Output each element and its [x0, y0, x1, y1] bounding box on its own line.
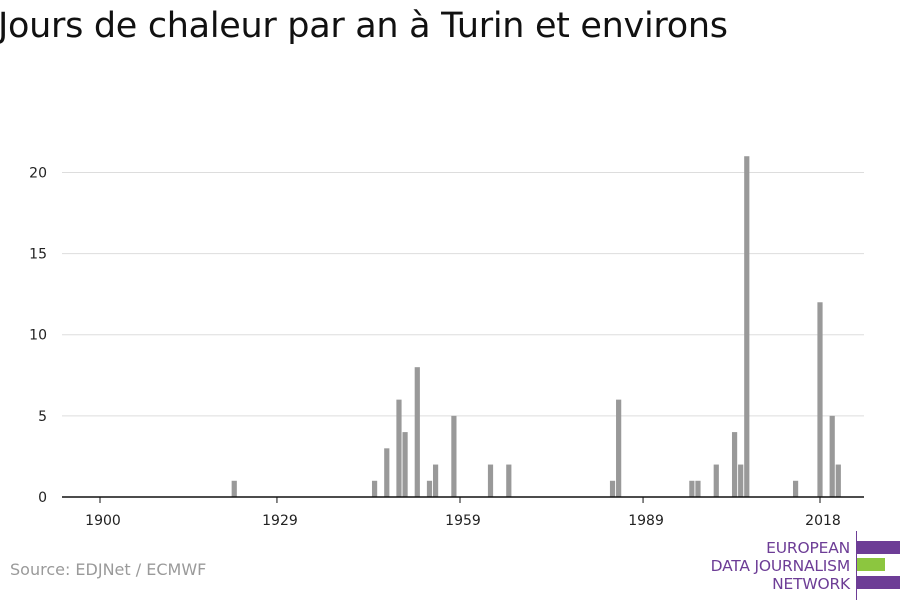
y-tick-label: 5	[38, 409, 47, 425]
bars	[231, 156, 841, 498]
bar	[432, 464, 439, 497]
logo-stripe-purple-bottom	[857, 576, 900, 589]
y-tick-label: 15	[29, 247, 47, 263]
logo-stripe-purple-top	[857, 541, 900, 554]
logo-text-line-2: DATA JOURNALISM	[710, 557, 851, 575]
logo-divider	[856, 531, 857, 600]
bar	[414, 367, 420, 497]
bar	[487, 464, 494, 497]
y-tick-label: 0	[38, 490, 47, 506]
bar	[744, 156, 750, 498]
bar	[731, 432, 738, 497]
logo-stripe-green	[857, 558, 885, 571]
bar	[402, 432, 408, 497]
x-axis: 1900 1929 1959 1989 2018	[62, 496, 864, 529]
bar	[426, 480, 433, 497]
bar	[695, 480, 701, 497]
bar	[792, 480, 799, 497]
source-note: Source: EDJNet / ECMWF	[10, 560, 207, 579]
bar	[817, 302, 823, 497]
bar	[829, 415, 835, 497]
x-tick-label: 1929	[262, 513, 298, 529]
x-tick-label: 1989	[628, 513, 664, 529]
edjnet-logo[interactable]: EUROPEAN DATA JOURNALISM NETWORK	[650, 531, 900, 600]
bar	[609, 480, 616, 497]
y-tick-label: 20	[29, 165, 47, 181]
bar	[231, 480, 237, 497]
bar	[384, 448, 390, 497]
bar	[835, 464, 841, 497]
x-tick-label: 2018	[805, 513, 841, 529]
bar	[689, 480, 695, 497]
logo-text-line-1: EUROPEAN	[766, 539, 850, 557]
logo-text-line-3: NETWORK	[772, 575, 850, 593]
bar	[713, 464, 719, 497]
x-tick-label: 1900	[85, 513, 121, 529]
bar	[371, 480, 378, 497]
chart-title: Jours de chaleur par an à Turin et envir…	[0, 6, 728, 46]
bar	[506, 464, 512, 497]
y-tick-label: 10	[29, 328, 47, 344]
bar	[616, 399, 622, 497]
bar	[396, 399, 402, 497]
y-tick-labels: 0 5 10 15 20	[29, 165, 47, 506]
bar	[451, 415, 457, 497]
gridlines	[62, 171, 864, 417]
bar	[738, 464, 744, 497]
x-tick-label: 1959	[445, 513, 481, 529]
